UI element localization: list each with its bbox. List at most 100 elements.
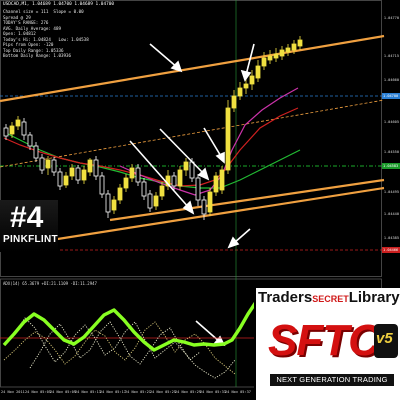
candle-body [177, 169, 183, 187]
candle-body [273, 53, 279, 59]
price-tag-blue: 1.04700 [382, 93, 400, 99]
time-axis-label: 24 Nov 05:37 [225, 390, 251, 394]
candle-body [189, 161, 195, 179]
time-axis-label: 24 Nov 05:17 [100, 390, 126, 394]
badge-number: #4 [10, 201, 44, 234]
candle-body [105, 193, 111, 213]
candle-body [267, 55, 273, 61]
arrow-4-head [197, 167, 210, 181]
info-line: Spread @ 29 [3, 14, 31, 20]
candle-body [33, 145, 39, 159]
ma-red [3, 107, 299, 187]
arrow-6 [233, 228, 251, 244]
candle-body [297, 39, 303, 47]
arrow-2 [245, 43, 255, 76]
candle-body [135, 167, 141, 183]
candle-body [183, 161, 189, 171]
price-axis-label: 1.04770 [383, 16, 399, 20]
candle-body [129, 167, 135, 179]
candle-body [213, 175, 219, 193]
time-axis-label: 24 Nov 05:13 [75, 390, 101, 394]
candle-body [237, 87, 243, 97]
time-axis-label: 24 Nov 05:21 [125, 390, 151, 394]
candle-body [45, 159, 51, 169]
candle-body [111, 199, 117, 211]
time-axis-label: 24 Nov 05:29 [175, 390, 201, 394]
badge-name: PINKFLINT [3, 234, 58, 245]
candle-body [93, 159, 99, 177]
logo-library: Library [348, 289, 400, 306]
candle-body [147, 193, 153, 209]
arrow-6-head [227, 236, 240, 249]
time-axis-label: 24 Nov 05:25 [150, 390, 176, 394]
logo-version: v5 [376, 330, 393, 347]
arrow-1 [149, 43, 179, 69]
chart-title: USDCAD,M1, 1.04689 1.04700 1.04689 1.047… [3, 2, 115, 7]
candle-body [249, 75, 255, 85]
info-line: Open: 1.04812 [3, 31, 36, 36]
ma-green [3, 131, 301, 189]
time-axis-label: 24 Nov 05:33 [200, 390, 226, 394]
logo-tagline: NEXT GENERATION TRADING [270, 374, 394, 386]
price-tag-green: 1.04583 [382, 163, 400, 169]
price-axis-label: 1.04715 [383, 54, 399, 58]
time-axis-label: 24 Nov 2011 [1, 390, 25, 394]
logo-header: TradersSECRETLibrary [258, 289, 400, 308]
indicator-label: ADX(14) 65.3679 +DI:21.1109 -DI:11.2947 [3, 281, 97, 286]
candle-body [63, 175, 69, 186]
candle-body [153, 195, 159, 207]
arrow-5 [203, 127, 223, 159]
candle-body [27, 134, 33, 147]
sftc-logo: TradersSECRETLibrary SFTC v5 NEXT GENERA… [254, 288, 400, 400]
channel-upper-line[interactable] [0, 34, 385, 103]
info-line: Bottom Daily Range: 1.03936 [3, 53, 72, 58]
price-tag-red: 1.04466 [382, 247, 400, 253]
price-axis-label: 1.04605 [383, 120, 399, 124]
strategy-badge: #4 PINKFLINT [0, 200, 58, 252]
logo-traders: Traders [258, 289, 313, 306]
arrow-3-head [182, 200, 195, 215]
logo-main-text: SFTC [268, 316, 380, 365]
candle-body [219, 169, 225, 191]
candle-body [21, 121, 27, 136]
candle-body [201, 199, 207, 215]
price-axis-label: 1.04550 [383, 150, 399, 154]
candle-body [231, 95, 237, 109]
candles-group [3, 36, 303, 220]
di-dotted-lines [3, 317, 236, 379]
channel-lower-line-b[interactable] [0, 186, 385, 250]
price-axis-label: 1.04440 [383, 212, 399, 216]
candle-body [195, 177, 201, 201]
logo-secret: SECRET [312, 294, 349, 304]
arrow-4 [159, 128, 206, 176]
candle-body [81, 169, 87, 181]
candle-body [261, 57, 267, 67]
arrow-3 [129, 140, 191, 210]
candle-body [3, 127, 9, 137]
channel-lower-line-a[interactable] [109, 178, 385, 222]
arrow-5-head [215, 151, 225, 164]
candle-body [243, 83, 249, 89]
info-line: AVG. Daily Average: 489 [3, 25, 61, 31]
candle-body [69, 167, 75, 177]
candle-body [225, 107, 231, 171]
price-axis-label: 1.04385 [383, 236, 399, 240]
info-line: Pips from Open: -120 [3, 42, 54, 47]
price-axis-label: 1.04660 [383, 78, 399, 82]
candle-body [15, 119, 21, 127]
candle-body [75, 167, 81, 181]
di-plus-line [3, 317, 236, 379]
info-line: TODAY'S RANGE: 276 [3, 20, 49, 25]
info-line: Today's Hi: 1.04824 Low: 1.04538 [3, 36, 89, 42]
time-axis-label: 24 Nov 05:09 [50, 390, 76, 394]
arrow-7 [195, 320, 221, 343]
candle-body [9, 125, 15, 135]
candle-body [99, 175, 105, 195]
candle-body [291, 43, 297, 51]
candle-body [141, 181, 147, 197]
arrow-2-head [240, 69, 252, 82]
info-line: Channel size = 111 Slope = 0.00 [3, 9, 84, 14]
adx-main-line [2, 292, 292, 352]
